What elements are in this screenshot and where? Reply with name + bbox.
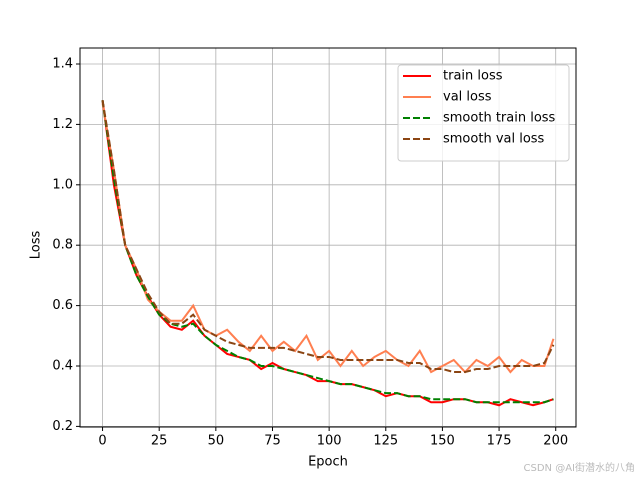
line-series — [101, 100, 555, 374]
x-tick-label: 50 — [208, 434, 225, 449]
x-tick-label: 0 — [98, 434, 106, 449]
legend-label: val loss — [443, 90, 492, 105]
x-tick-label: 150 — [430, 434, 455, 449]
legend-label: smooth val loss — [443, 132, 545, 147]
legend-label: smooth train loss — [443, 111, 556, 126]
x-tick-label: 75 — [264, 434, 281, 449]
watermark: CSDN @AI街潜水的八角 — [524, 461, 635, 474]
y-tick-label: 1.2 — [52, 117, 73, 132]
y-tick-label: 1.0 — [52, 177, 73, 192]
y-tick-label: 1.4 — [52, 57, 73, 72]
x-tick-label: 100 — [317, 434, 342, 449]
y-axis-label: Loss — [29, 231, 44, 260]
x-tick-label: 125 — [373, 434, 398, 449]
x-axis-label: Epoch — [308, 455, 348, 470]
legend-box — [397, 64, 570, 162]
axes-frame — [79, 47, 577, 428]
legend: train loss val loss smooth train loss smoot… — [397, 64, 570, 162]
y-tick-label: 0.8 — [52, 238, 73, 253]
y-tick-label: 0.4 — [52, 358, 73, 373]
x-tick-label: 175 — [487, 434, 512, 449]
y-tick-label: 0.2 — [52, 419, 73, 434]
x-tick-label: 200 — [543, 434, 568, 449]
legend-label: train loss — [443, 69, 503, 84]
x-tick-label: 25 — [151, 434, 168, 449]
line-series — [101, 100, 554, 404]
y-tick-label: 0.6 — [52, 298, 73, 313]
line-series — [101, 103, 555, 374]
